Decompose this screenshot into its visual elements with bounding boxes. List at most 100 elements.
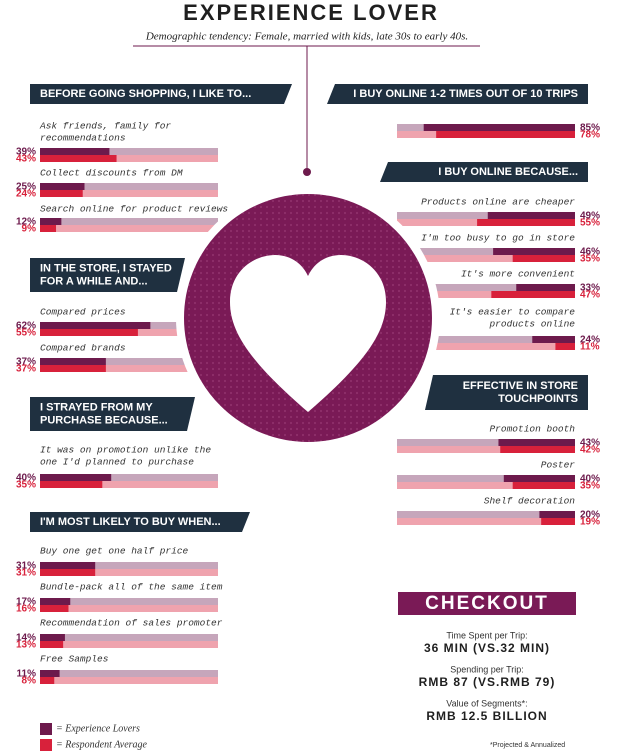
section-heading-box [30, 512, 250, 532]
section-heading: PURCHASE BECAUSE... [40, 414, 168, 426]
checkout-value: RMB 12.5 BILLION [426, 709, 547, 723]
value-label: 37% [16, 364, 36, 375]
bar [500, 446, 575, 453]
bar [539, 511, 575, 518]
value-label: 8% [22, 676, 37, 687]
bar-track [40, 677, 218, 684]
bar-track [40, 562, 218, 569]
bar [436, 131, 575, 138]
bar [40, 677, 55, 684]
bar [503, 475, 575, 482]
bar-track [397, 446, 575, 453]
value-label: 47% [580, 290, 600, 301]
bar-track [397, 291, 575, 298]
bar [555, 343, 575, 350]
item-label: products online [488, 319, 575, 330]
bar-track [397, 518, 575, 525]
checkout-title: CHECKOUT [425, 593, 549, 614]
bar [516, 284, 575, 291]
item-label: Products online are cheaper [421, 197, 575, 208]
bar [40, 365, 106, 372]
value-label: 13% [16, 640, 36, 651]
bar-track [40, 365, 218, 372]
bar-track [397, 482, 575, 489]
value-label: 35% [580, 254, 600, 265]
item-label: It's more convenient [461, 269, 575, 280]
bar [487, 212, 575, 219]
bar-track [397, 336, 575, 343]
checkout-rows: Time Spent per Trip:36 MIN (VS.32 MIN) Sp… [419, 630, 555, 723]
value-label: 40% [16, 473, 36, 484]
bar [40, 670, 60, 677]
value-label: 55% [580, 218, 600, 229]
value-label: 62% [16, 321, 36, 332]
value-label: 31% [16, 561, 36, 572]
bar-track [40, 598, 218, 605]
value-label: 11% [17, 669, 37, 680]
checkout-box [398, 592, 576, 615]
bar [423, 124, 575, 131]
bar [40, 605, 69, 612]
bar [40, 562, 96, 569]
bar-track [40, 481, 218, 488]
bar-track [397, 255, 575, 262]
section-heading: I'M MOST LIKELY TO BUY WHEN... [40, 516, 221, 528]
bar [541, 518, 575, 525]
value-label: 24% [580, 335, 600, 346]
bar [40, 225, 57, 232]
item-label: Buy one get one half price [40, 546, 189, 557]
bar [512, 482, 575, 489]
value-label: 37% [16, 357, 36, 368]
value-label: 43% [16, 154, 36, 165]
legend: = Experience Lovers = Respondent Average [40, 723, 148, 751]
bar-track [40, 218, 218, 225]
item-label: Promotion booth [489, 424, 575, 435]
bar-track [40, 155, 218, 162]
bar [532, 336, 575, 343]
section-heading: I BUY ONLINE BECAUSE... [438, 166, 578, 178]
connector-dot [303, 168, 311, 176]
section-heading: EFFECTIVE IN STORE [463, 380, 578, 392]
item-label: It was on promotion unlike the [40, 445, 211, 456]
bar [40, 190, 83, 197]
item-label: one I'd planned to purchase [40, 457, 194, 468]
bar [40, 329, 138, 336]
bar-track [40, 474, 218, 481]
item-label: Poster [541, 460, 576, 471]
bar-groups: BEFORE GOING SHOPPING, I LIKE TO... Ask f… [16, 84, 600, 687]
bar-track [40, 358, 218, 365]
value-label: 17% [16, 597, 36, 608]
bar [40, 155, 117, 162]
item-label: Search online for product reviews [40, 204, 228, 215]
legend-swatch [40, 723, 52, 735]
value-label: 35% [580, 481, 600, 492]
bar-track [40, 670, 218, 677]
bar-track [397, 248, 575, 255]
section-heading: TOUCHPOINTS [498, 393, 578, 405]
section-heading-box [30, 397, 195, 431]
section-heading-box [425, 375, 588, 410]
value-label: 85% [580, 123, 600, 134]
item-label: It's easier to compare [450, 307, 576, 318]
bar [512, 255, 575, 262]
item-label: Compared prices [40, 307, 126, 318]
bar [477, 219, 575, 226]
bar-track [397, 511, 575, 518]
bar-track [40, 605, 218, 612]
title: EXPERIENCE LOVER [183, 0, 439, 25]
bar [491, 291, 575, 298]
value-label: 9% [22, 224, 37, 235]
value-label: 42% [580, 445, 600, 456]
footnote: *Projected & Annualized [490, 742, 565, 749]
value-label: 11% [580, 342, 600, 353]
value-label: 12% [16, 217, 36, 228]
bar [40, 148, 110, 155]
bar-track [397, 439, 575, 446]
bar-track [40, 569, 218, 576]
item-label: Ask friends, family for [39, 121, 171, 132]
checkout-label: Value of Segments*: [446, 698, 527, 708]
item-label: Compared brands [40, 343, 126, 354]
bar-track [40, 183, 218, 190]
section-heading-box [380, 162, 588, 182]
